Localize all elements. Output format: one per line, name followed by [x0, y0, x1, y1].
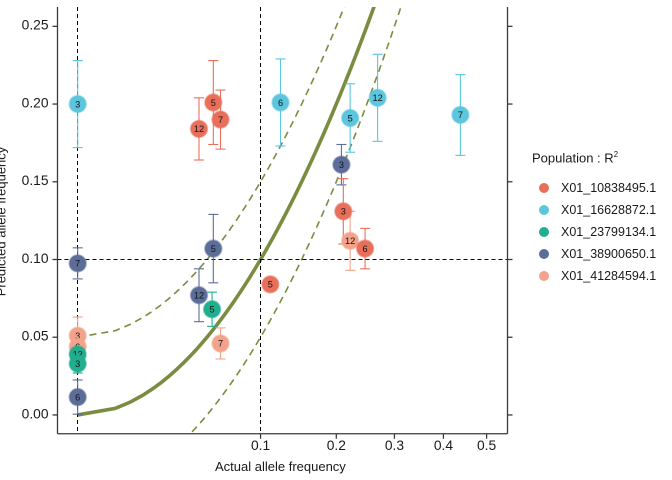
- svg-text:7: 7: [75, 259, 80, 269]
- svg-text:12: 12: [194, 124, 204, 134]
- svg-text:0.5: 0.5: [477, 438, 497, 453]
- svg-text:3: 3: [75, 359, 80, 369]
- svg-text:5: 5: [211, 98, 216, 108]
- svg-text:0.3: 0.3: [385, 438, 405, 453]
- svg-text:5: 5: [348, 113, 353, 123]
- svg-text:6: 6: [363, 244, 368, 254]
- svg-text:0.2: 0.2: [327, 438, 346, 453]
- svg-text:7: 7: [458, 110, 463, 120]
- svg-text:6: 6: [75, 392, 80, 402]
- svg-text:0.00: 0.00: [22, 406, 49, 421]
- svg-text:3: 3: [339, 160, 344, 170]
- svg-text:0.15: 0.15: [22, 173, 49, 188]
- svg-text:7: 7: [218, 339, 223, 349]
- svg-text:6: 6: [278, 98, 283, 108]
- svg-text:12: 12: [194, 291, 204, 301]
- svg-text:0.10: 0.10: [22, 251, 49, 266]
- svg-text:5: 5: [210, 305, 215, 315]
- svg-text:7: 7: [218, 115, 223, 125]
- svg-text:0.05: 0.05: [22, 329, 49, 344]
- svg-text:0.25: 0.25: [22, 18, 49, 33]
- svg-text:12: 12: [345, 236, 355, 246]
- svg-text:5: 5: [268, 280, 273, 290]
- svg-text:0.20: 0.20: [22, 95, 49, 110]
- svg-text:3: 3: [75, 99, 80, 109]
- svg-text:0.1: 0.1: [251, 438, 270, 453]
- svg-text:3: 3: [341, 207, 346, 217]
- svg-text:5: 5: [211, 244, 216, 254]
- svg-text:12: 12: [372, 93, 382, 103]
- svg-text:0.4: 0.4: [434, 438, 454, 453]
